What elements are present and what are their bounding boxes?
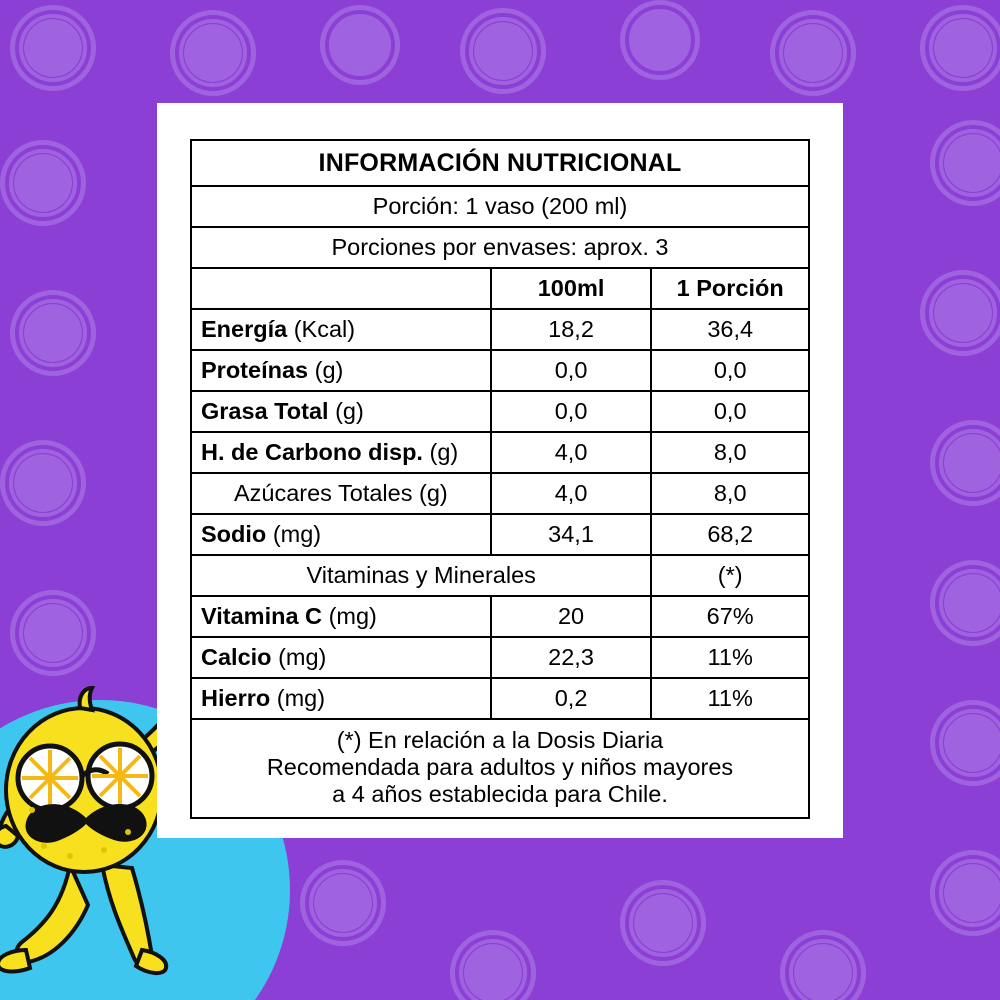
value-100ml: 0,0	[489, 390, 653, 433]
value-100ml: 34,1	[489, 513, 653, 556]
table-row-footnote: (*) En relación a la Dosis Diaria Recome…	[190, 717, 810, 820]
table-row: Vitamina C (mg) 20 67%	[190, 595, 810, 638]
table-row-vitamins-header: Vitaminas y Minerales (*)	[189, 554, 810, 597]
lemon-slice-icon	[620, 880, 706, 966]
value-100ml: 4,0	[489, 431, 653, 474]
table-row: Proteínas (g) 0,0 0,0	[190, 349, 810, 392]
table-row: H. de Carbono disp. (g) 4,0 8,0	[190, 431, 810, 474]
table-row-title: INFORMACIÓN NUTRICIONAL	[190, 139, 810, 187]
nutrition-facts-panel: INFORMACIÓN NUTRICIONAL Porción: 1 vaso …	[157, 103, 843, 838]
nutrient-unit: (mg)	[328, 602, 377, 629]
column-header-nutrient	[190, 267, 492, 310]
nutrient-name: Energía	[201, 315, 288, 342]
lemon-slice-icon	[620, 0, 700, 80]
nutrient-name: Grasa Total	[201, 397, 329, 424]
nutrient-name-cell: H. de Carbono disp. (g)	[190, 431, 492, 474]
table-row: Energía (Kcal) 18,2 36,4	[190, 308, 810, 351]
panel-title: INFORMACIÓN NUTRICIONAL	[190, 139, 810, 187]
lemon-slice-icon	[780, 930, 866, 1000]
nutrient-name-cell: Vitamina C (mg)	[190, 595, 492, 638]
value-100ml: 22,3	[489, 636, 653, 679]
lemon-slice-icon	[930, 420, 1000, 506]
nutrition-table: INFORMACIÓN NUTRICIONAL Porción: 1 vaso …	[189, 139, 810, 820]
lemon-slice-icon	[10, 590, 96, 676]
value-100ml: 18,2	[489, 308, 653, 351]
footnote-line-1: (*) En relación a la Dosis Diaria	[336, 727, 664, 753]
value-portion: 11%	[650, 677, 810, 720]
nutrient-name: Sodio	[201, 520, 267, 547]
value-portion: 36,4	[650, 308, 810, 351]
nutrient-name-cell: Azúcares Totales (g)	[190, 472, 492, 515]
nutrient-name-cell: Calcio (mg)	[190, 636, 492, 679]
value-100ml: 0,2	[489, 677, 653, 720]
lemon-slice-icon	[930, 850, 1000, 936]
nutrient-unit: (mg)	[278, 643, 327, 670]
lemon-slice-icon	[770, 10, 856, 96]
value-100ml: 0,0	[489, 349, 653, 392]
table-row-servings: Porciones por envases: aprox. 3	[190, 226, 810, 269]
nutrient-unit: (mg)	[276, 684, 326, 711]
nutrient-name-cell: Sodio (mg)	[190, 513, 492, 556]
lemon-slice-icon	[460, 8, 546, 94]
nutrient-name-cell: Hierro (mg)	[190, 677, 492, 720]
nutrient-name-cell: Proteínas (g)	[190, 349, 492, 392]
nutrient-name: Azúcares Totales	[233, 479, 413, 506]
value-portion: 0,0	[650, 390, 810, 433]
nutrient-unit: (g)	[419, 479, 448, 506]
lemon-slice-icon	[930, 700, 1000, 786]
footnote-cell: (*) En relación a la Dosis Diaria Recome…	[190, 717, 810, 820]
footnote-line-2: Recomendada para adultos y niños mayores	[266, 754, 734, 781]
table-row: Grasa Total (g) 0,0 0,0	[190, 390, 810, 433]
nutrient-unit: (g)	[429, 438, 459, 465]
nutrient-name: Vitamina C	[201, 602, 323, 629]
value-portion: 67%	[650, 595, 810, 638]
nutrient-unit: (g)	[335, 397, 364, 424]
lemon-slice-icon	[10, 290, 96, 376]
lemon-slice-icon	[450, 930, 536, 1000]
nutrient-unit: (mg)	[272, 520, 322, 547]
table-row-serving: Porción: 1 vaso (200 ml)	[190, 185, 810, 228]
lemon-slice-icon	[0, 140, 86, 226]
table-row: Hierro (mg) 0,2 11%	[190, 677, 810, 720]
footnote-line-3: a 4 años establecida para Chile.	[332, 781, 668, 808]
nutrient-name: H. de Carbono disp.	[201, 438, 423, 465]
vitamins-header-label: Vitaminas y Minerales	[189, 554, 653, 597]
table-row: Calcio (mg) 22,3 11%	[190, 636, 810, 679]
value-100ml: 20	[489, 595, 653, 638]
value-portion: 8,0	[650, 431, 810, 474]
nutrient-name: Proteínas	[201, 356, 309, 383]
column-header-portion: 1 Porción	[650, 267, 810, 310]
value-portion: 0,0	[650, 349, 810, 392]
lemon-slice-icon	[920, 5, 1000, 91]
nutrient-name-cell: Grasa Total (g)	[190, 390, 492, 433]
nutrient-name-cell: Energía (Kcal)	[190, 308, 492, 351]
servings-per-container: Porciones por envases: aprox. 3	[190, 226, 810, 269]
lemon-slice-icon	[10, 5, 96, 91]
table-row: Azúcares Totales (g) 4,0 8,0	[190, 472, 810, 515]
lemon-slice-icon	[930, 560, 1000, 646]
value-portion: 11%	[650, 636, 810, 679]
serving-size: Porción: 1 vaso (200 ml)	[190, 185, 810, 228]
lemon-slice-icon	[920, 270, 1000, 356]
nutrient-name: Calcio	[201, 643, 272, 670]
value-portion: 68,2	[650, 513, 810, 556]
lemon-slice-icon	[0, 440, 86, 526]
nutrient-unit: (Kcal)	[293, 315, 356, 342]
table-row: Sodio (mg) 34,1 68,2	[190, 513, 810, 556]
column-header-100ml: 100ml	[489, 267, 653, 310]
nutrient-unit: (g)	[314, 356, 344, 383]
lemon-slice-icon	[930, 120, 1000, 206]
nutrient-name: Hierro	[201, 684, 271, 711]
lemon-slice-icon	[300, 860, 386, 946]
table-header-row: 100ml 1 Porción	[190, 267, 810, 310]
value-portion: 8,0	[650, 472, 810, 515]
value-100ml: 4,0	[489, 472, 653, 515]
vitamins-header-note: (*)	[650, 554, 810, 597]
lemon-slice-icon	[320, 5, 400, 85]
lemon-slice-icon	[170, 10, 256, 96]
